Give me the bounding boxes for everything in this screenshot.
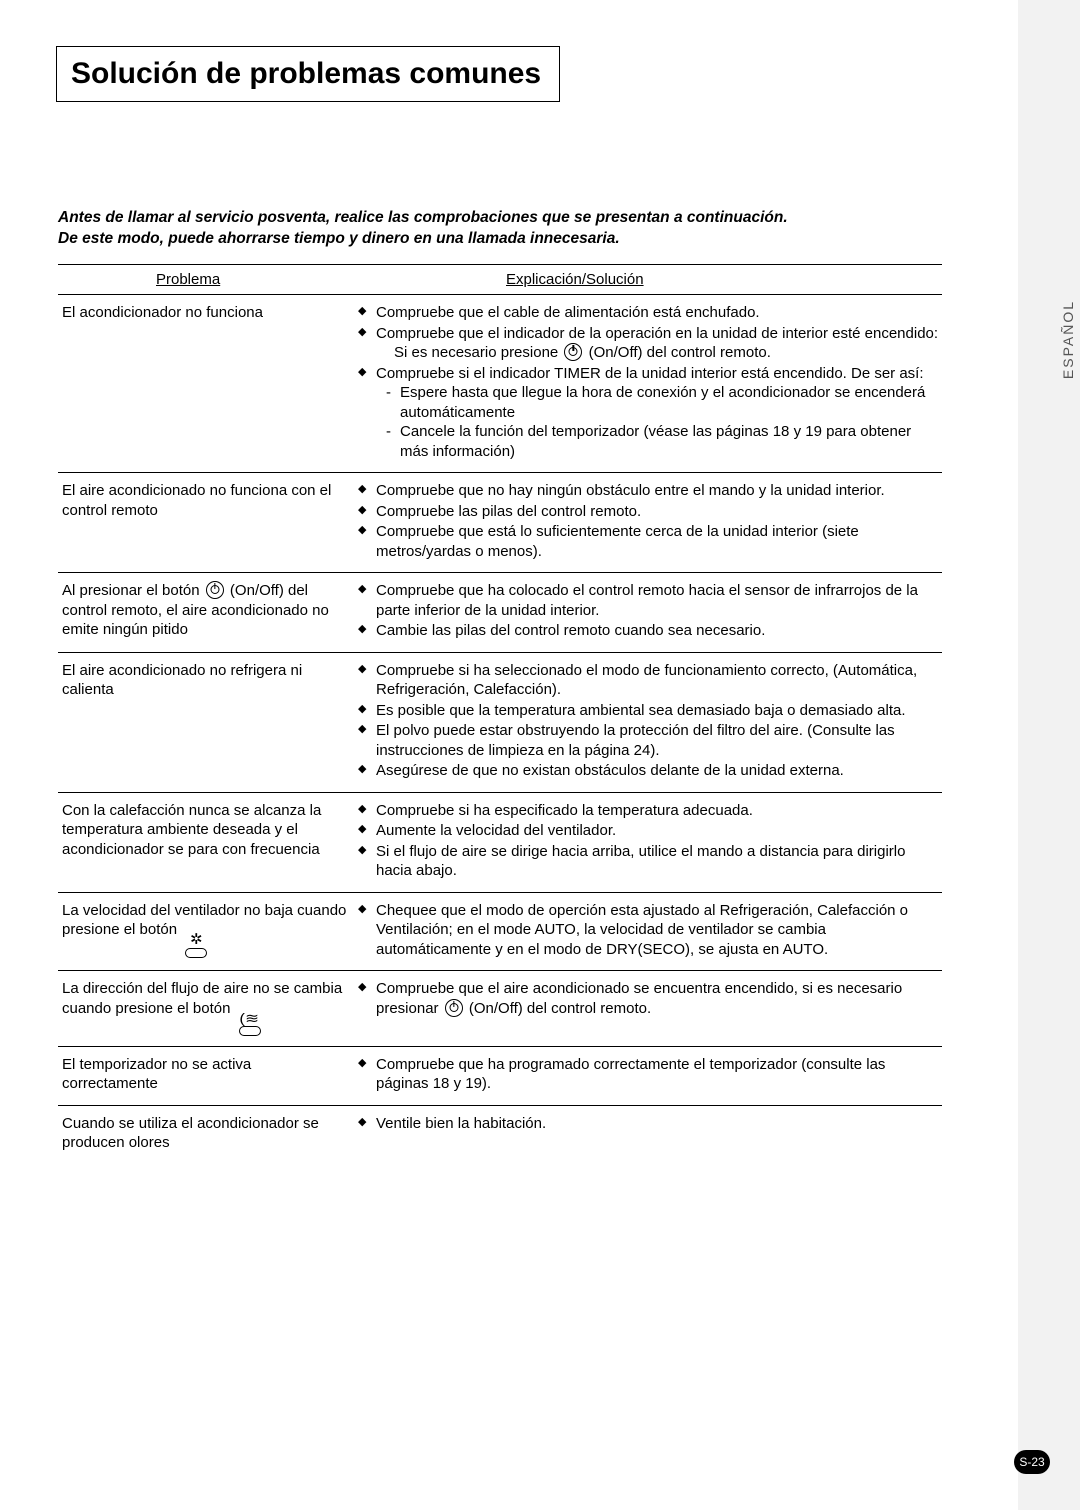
table-row: El aire acondicionado no funciona con el… <box>58 473 942 573</box>
problem-cell: Cuando se utiliza el acondicionador se p… <box>58 1114 358 1153</box>
solution-item: Aumente la velocidad del ventilador. <box>358 821 942 841</box>
intro-line-2: De este modo, puede ahorrarse tiempo y d… <box>58 230 620 247</box>
fan-button-icon: ✲ <box>185 932 207 958</box>
table-header-row: Problema Explicación/Solución <box>58 264 942 295</box>
header-problem: Problema <box>58 265 358 294</box>
problem-cell: La velocidad del ventilador no baja cuan… <box>58 901 358 961</box>
solution-item: Si el flujo de aire se dirige hacia arri… <box>358 842 942 881</box>
swing-button-icon: (≋ <box>239 1011 261 1036</box>
table-row: Con la calefacción nunca se alcanza la t… <box>58 793 942 893</box>
solution-cell: Compruebe que ha colocado el control rem… <box>358 581 942 642</box>
solution-subline: Si es necesario presione (On/Off) del co… <box>376 343 942 363</box>
solution-cell: Compruebe que el cable de alimentación e… <box>358 303 942 462</box>
problem-cell: Al presionar el botón (On/Off) del contr… <box>58 581 358 642</box>
solution-cell: Compruebe si ha especificado la temperat… <box>358 801 942 882</box>
solution-item: Compruebe que ha colocado el control rem… <box>358 581 942 620</box>
table-row: La velocidad del ventilador no baja cuan… <box>58 893 942 972</box>
troubleshoot-table: Problema Explicación/Solución El acondic… <box>58 264 942 1163</box>
solution-item: Compruebe las pilas del control remoto. <box>358 502 942 522</box>
intro-text: Antes de llamar al servicio posventa, re… <box>58 208 938 250</box>
problem-cell: La dirección del flujo de aire no se cam… <box>58 979 358 1036</box>
solution-cell: Chequee que el modo de operción esta aju… <box>358 901 942 961</box>
problem-cell: El aire acondicionado no funciona con el… <box>58 481 358 562</box>
solution-item: Asegúrese de que no existan obstáculos d… <box>358 761 942 781</box>
solution-item: Chequee que el modo de operción esta aju… <box>358 901 942 960</box>
solution-subitem: Espere hasta que llegue la hora de conex… <box>386 383 942 422</box>
table-row: La dirección del flujo de aire no se cam… <box>58 971 942 1047</box>
solution-subitem: Cancele la función del temporizador (véa… <box>386 422 942 461</box>
table-row: Cuando se utiliza el acondicionador se p… <box>58 1106 942 1163</box>
power-icon <box>564 343 582 361</box>
solution-item: Compruebe que el aire acondicionado se e… <box>358 979 942 1018</box>
solution-item: Compruebe que no hay ningún obstáculo en… <box>358 481 942 501</box>
page-number-badge: S-23 <box>1014 1450 1050 1474</box>
page: ESPAÑOL Solución de problemas comunes An… <box>0 0 1080 1510</box>
table-row: Al presionar el botón (On/Off) del contr… <box>58 573 942 653</box>
solution-item: Compruebe que está lo suficientemente ce… <box>358 522 942 561</box>
problem-cell: El temporizador no se activa correctamen… <box>58 1055 358 1095</box>
solution-cell: Compruebe que no hay ningún obstáculo en… <box>358 481 942 562</box>
table-row: El aire acondicionado no refrigera ni ca… <box>58 653 942 793</box>
solution-item: Compruebe si ha seleccionado el modo de … <box>358 661 942 700</box>
solution-cell: Ventile bien la habitación. <box>358 1114 942 1153</box>
header-solution: Explicación/Solución <box>358 265 942 294</box>
problem-cell: Con la calefacción nunca se alcanza la t… <box>58 801 358 882</box>
page-title: Solución de problemas comunes <box>71 57 541 91</box>
solution-item: Compruebe si ha especificado la temperat… <box>358 801 942 821</box>
power-icon <box>445 999 463 1017</box>
solution-cell: Compruebe que el aire acondicionado se e… <box>358 979 942 1036</box>
solution-item: Compruebe que ha programado correctament… <box>358 1055 942 1094</box>
title-box: Solución de problemas comunes <box>56 46 560 102</box>
intro-line-1: Antes de llamar al servicio posventa, re… <box>58 209 788 226</box>
solution-item: Cambie las pilas del control remoto cuan… <box>358 621 942 641</box>
power-icon <box>206 581 224 599</box>
solution-item: Compruebe que el indicador de la operaci… <box>358 324 942 363</box>
language-tab: ESPAÑOL <box>1060 300 1076 379</box>
problem-cell: El acondicionador no funciona <box>58 303 358 462</box>
solution-item: Ventile bien la habitación. <box>358 1114 942 1134</box>
solution-item: Es posible que la temperatura ambiental … <box>358 701 942 721</box>
solution-item: Compruebe que el cable de alimentación e… <box>358 303 942 323</box>
side-gutter <box>1018 0 1080 1510</box>
table-row: El temporizador no se activa correctamen… <box>58 1047 942 1106</box>
solution-cell: Compruebe que ha programado correctament… <box>358 1055 942 1095</box>
solution-item: Compruebe si el indicador TIMER de la un… <box>358 364 942 462</box>
problem-cell: El aire acondicionado no refrigera ni ca… <box>58 661 358 782</box>
solution-cell: Compruebe si ha seleccionado el modo de … <box>358 661 942 782</box>
table-row: El acondicionador no funcionaCompruebe q… <box>58 295 942 473</box>
solution-item: El polvo puede estar obstruyendo la prot… <box>358 721 942 760</box>
